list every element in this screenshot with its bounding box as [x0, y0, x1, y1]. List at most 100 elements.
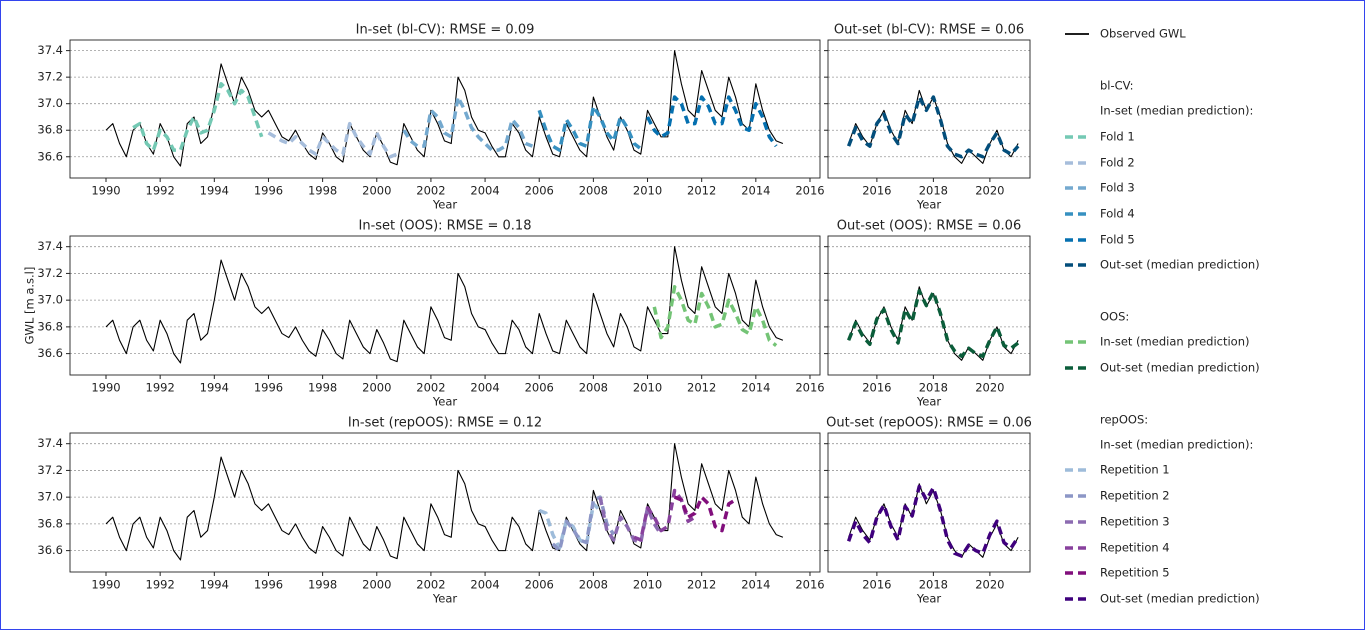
- x-tick-label: 1990: [91, 184, 120, 198]
- x-tick-label: 2020: [975, 184, 1004, 198]
- x-tick-label: 2006: [525, 184, 554, 198]
- x-axis-label: Year: [916, 198, 942, 212]
- panel-title: In-set (repOOS): RMSE = 0.12: [348, 416, 542, 431]
- observed-line: [105, 50, 784, 167]
- x-tick-label: 2010: [633, 381, 662, 395]
- axes-frame: [69, 432, 821, 573]
- x-axis-label: Year: [432, 395, 458, 409]
- y-tick-label: 37.0: [37, 293, 63, 307]
- panel-title: In-set (OOS): RMSE = 0.18: [359, 219, 532, 234]
- y-axis-label: GWL [m a.s.l]: [23, 267, 37, 345]
- x-tick-label: 1998: [308, 381, 337, 395]
- legend-label: Fold 1: [1100, 130, 1135, 144]
- prediction-line: [633, 488, 696, 542]
- axes-frame: [827, 432, 1031, 573]
- x-tick-label: 2008: [579, 184, 608, 198]
- y-tick-label: 37.0: [37, 490, 63, 504]
- y-tick-label: 37.2: [37, 463, 63, 477]
- x-tick-label: 2012: [687, 184, 716, 198]
- x-axis-label: Year: [916, 395, 942, 409]
- x-tick-label: 1994: [200, 184, 229, 198]
- y-tick-label: 36.6: [37, 346, 63, 360]
- y-tick-label: 37.0: [37, 96, 63, 110]
- x-tick-label: 2016: [862, 578, 891, 592]
- x-tick-label: 2014: [741, 578, 770, 592]
- legend-label: Out-set (median prediction): [1100, 258, 1260, 272]
- x-tick-label: 1990: [91, 578, 120, 592]
- x-tick-label: 2000: [362, 184, 391, 198]
- legend-label: Repetition 3: [1100, 515, 1170, 529]
- legend-group-subtitle: In-set (median prediction):: [1100, 438, 1253, 452]
- x-tick-label: 1990: [91, 381, 120, 395]
- legend-label: Fold 4: [1100, 207, 1135, 221]
- y-tick-label: 36.8: [37, 123, 63, 137]
- y-tick-label: 37.4: [37, 239, 63, 253]
- prediction-line: [846, 95, 1020, 159]
- axes-frame: [69, 39, 821, 179]
- x-tick-label: 2000: [362, 578, 391, 592]
- legend-label: In-set (median prediction): [1100, 335, 1250, 349]
- legend-label: Fold 5: [1100, 233, 1135, 247]
- prediction-line: [673, 495, 737, 533]
- x-tick-label: 2020: [975, 381, 1004, 395]
- x-tick-label: 2010: [633, 578, 662, 592]
- prediction-line: [267, 121, 398, 159]
- x-tick-label: 2004: [470, 381, 499, 395]
- legend-label: Observed GWL: [1100, 27, 1186, 41]
- legend-group-title: repOOS:: [1100, 413, 1148, 427]
- x-axis-label: Year: [432, 592, 458, 606]
- y-tick-label: 36.6: [37, 543, 63, 557]
- axes-frame: [69, 235, 821, 376]
- x-tick-label: 2016: [862, 381, 891, 395]
- legend: Observed GWL bl-CV: In-set (median predi…: [1065, 27, 1260, 606]
- x-tick-label: 2016: [795, 381, 824, 395]
- x-tick-label: 2004: [470, 184, 499, 198]
- x-tick-label: 2006: [525, 578, 554, 592]
- prediction-line: [598, 496, 663, 545]
- legend-label: Repetition 2: [1100, 489, 1170, 503]
- x-tick-label: 2008: [579, 578, 608, 592]
- y-tick-label: 37.4: [37, 436, 63, 450]
- observed-line: [105, 443, 784, 561]
- x-tick-label: 2000: [362, 381, 391, 395]
- prediction-line: [537, 104, 642, 152]
- legend-label: Fold 2: [1100, 156, 1135, 170]
- x-axis-label: Year: [916, 592, 942, 606]
- observed-line: [848, 483, 1019, 558]
- x-tick-label: 1992: [146, 578, 175, 592]
- axes-frame: [827, 235, 1031, 376]
- x-tick-label: 1998: [308, 184, 337, 198]
- y-tick-label: 36.8: [37, 319, 63, 333]
- prediction-line: [652, 285, 778, 347]
- legend-label: Repetition 5: [1100, 566, 1170, 580]
- x-tick-label: 1998: [308, 578, 337, 592]
- prediction-line: [846, 289, 1020, 359]
- prediction-line: [132, 82, 264, 152]
- x-tick-label: 1992: [146, 381, 175, 395]
- panel-title: Out-set (bl-CV): RMSE = 0.06: [834, 23, 1024, 38]
- x-tick-label: 2016: [862, 184, 891, 198]
- x-tick-label: 1994: [200, 381, 229, 395]
- legend-label: Fold 3: [1100, 181, 1135, 195]
- prediction-line: [645, 95, 778, 148]
- y-tick-label: 37.2: [37, 70, 63, 84]
- x-tick-label: 2002: [416, 184, 445, 198]
- x-tick-label: 2004: [470, 578, 499, 592]
- x-tick-label: 1992: [146, 184, 175, 198]
- panel-title: Out-set (repOOS): RMSE = 0.06: [826, 416, 1032, 431]
- x-tick-label: 2012: [687, 578, 716, 592]
- x-tick-label: 1996: [254, 578, 283, 592]
- x-tick-label: 2014: [741, 184, 770, 198]
- x-tick-label: 2018: [919, 381, 948, 395]
- x-axis-label: Year: [432, 198, 458, 212]
- y-tick-label: 37.4: [37, 43, 63, 57]
- x-tick-label: 2010: [633, 184, 662, 198]
- x-tick-label: 1996: [254, 184, 283, 198]
- x-tick-label: 2016: [795, 578, 824, 592]
- prediction-line: [846, 484, 1020, 558]
- axes-frame: [827, 39, 1031, 179]
- legend-label: Repetition 4: [1100, 541, 1170, 555]
- x-tick-label: 2018: [919, 184, 948, 198]
